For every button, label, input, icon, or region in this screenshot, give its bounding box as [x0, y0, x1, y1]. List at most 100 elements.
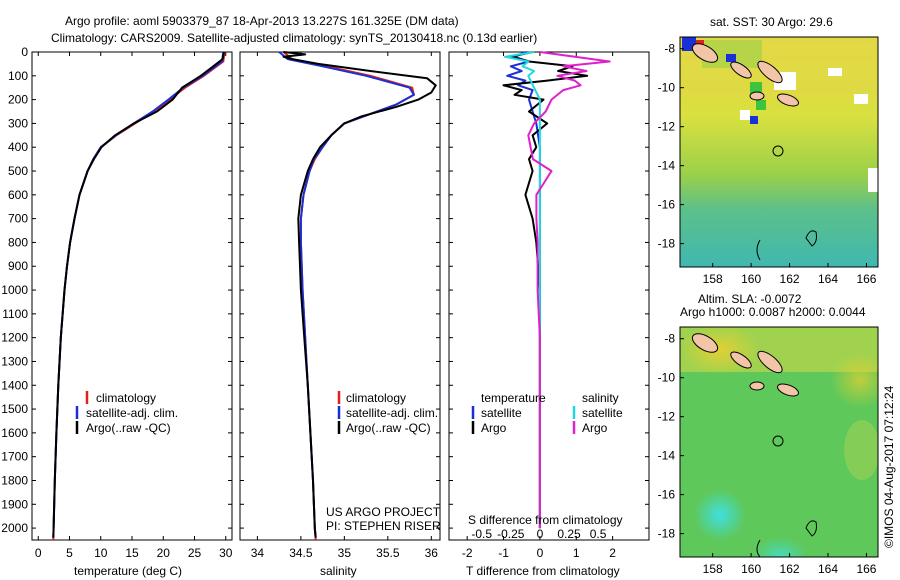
sla-map-title-line2: Argo h1000: 0.0087 h2000: 0.0044	[680, 305, 866, 319]
map-y-tick-label: -10	[658, 371, 676, 385]
depth-tick-label: 0	[21, 45, 28, 59]
temperature-legend: climatology satellite-adj. clim. Argo(..…	[75, 391, 178, 435]
depth-tick-label: 1600	[1, 426, 28, 440]
x-tick-label: -1	[498, 546, 509, 560]
x-tick-label: 5	[66, 546, 73, 560]
depth-tick-label: 1200	[1, 331, 28, 345]
legend-label-s-satellite: satellite	[582, 406, 623, 420]
x-tick-label: 30	[219, 546, 233, 560]
x-tick-label: 1	[573, 546, 580, 560]
map-y-tick-label: -18	[658, 237, 676, 251]
x-tick-label: 10	[94, 546, 108, 560]
legend-label-s-argo: Argo	[582, 421, 608, 435]
s-tick-label: -0.25	[497, 527, 525, 541]
s-tick-label: -0.5	[471, 527, 492, 541]
depth-tick-label: 300	[8, 116, 28, 130]
depth-tick-label: 200	[8, 93, 28, 107]
map-x-tick-label: 164	[818, 562, 838, 576]
map-y-tick-label: -10	[658, 81, 676, 95]
sla-map: Altim. SLA: -0.0072 Argo h1000: 0.0087 h…	[658, 292, 879, 576]
header-line1: Argo profile: aoml 5903379_87 18-Apr-201…	[65, 14, 459, 28]
depth-tick-label: 1900	[1, 497, 28, 511]
t-difference-axis-title: T difference from climatology	[466, 564, 620, 578]
difference-legend: temperature salinity satellite Argo sate…	[468, 391, 623, 527]
temperature-plot: 0 5 10 15 20 25 30	[35, 51, 233, 560]
legend-header-temperature: temperature	[481, 391, 546, 405]
x-tick-label: 36	[425, 546, 439, 560]
series-t-argo-line	[502, 51, 589, 529]
depth-tick-label: 1500	[1, 402, 28, 416]
map-y-tick-label: -16	[658, 488, 676, 502]
s-tick-label: 0.25	[557, 527, 581, 541]
legend-label-climatology: climatology	[96, 391, 156, 405]
map-x-tick-label: 160	[741, 562, 761, 576]
map-y-tick-label: -8	[664, 42, 675, 56]
imos-stamp: ©IMOS 04-Aug-2017 07:12:24	[882, 385, 896, 548]
difference-panel	[448, 51, 650, 541]
sst-map-title: sat. SST: 30 Argo: 29.6	[710, 15, 833, 29]
depth-tick-label: 100	[8, 69, 28, 83]
x-tick-label: 35	[338, 546, 352, 560]
legend-label-satellite: satellite-adj. clim.	[86, 406, 178, 420]
x-tick-label: 25	[188, 546, 202, 560]
s-tick-label: 0.5	[590, 527, 607, 541]
project-annotation-line1: US ARGO PROJECT	[326, 505, 441, 519]
depth-tick-label: 1700	[1, 450, 28, 464]
map-x-tick-label: 158	[703, 562, 723, 576]
depth-tick-label: 2000	[1, 521, 28, 535]
header-line2: Climatology: CARS2009. Satellite-adjuste…	[51, 31, 537, 45]
series-s-argo-line	[527, 51, 611, 529]
legend-label-argo: Argo(..raw -QC)	[346, 421, 431, 435]
x-tick-label: -2	[462, 546, 473, 560]
map-x-tick-label: 166	[856, 562, 876, 576]
sla-map-title-line1: Altim. SLA: -0.0072	[698, 292, 802, 306]
map-x-tick-label: 162	[780, 272, 800, 286]
series-satellite-line	[52, 51, 225, 538]
map-y-tick-label: -16	[658, 198, 676, 212]
salinity-axis-title: salinity	[320, 564, 357, 578]
s-tick-label: 0	[537, 527, 544, 541]
x-tick-label: 15	[125, 546, 139, 560]
x-tick-label: 20	[157, 546, 171, 560]
depth-tick-label: 1000	[1, 283, 28, 297]
depth-tick-label: 900	[8, 259, 28, 273]
legend-label-climatology: climatology	[346, 391, 406, 405]
s-difference-axis-title: S difference from climatology	[468, 513, 623, 527]
project-annotation-line2: PI: STEPHEN RISER	[326, 519, 441, 533]
legend-label-argo: Argo(..raw -QC)	[86, 421, 171, 435]
map-x-tick-label: 160	[741, 272, 761, 286]
depth-tick-label: 1300	[1, 354, 28, 368]
difference-plot: -2 -1 0 1 2 -0.5 -0.25 0 0.25 0.5	[462, 51, 616, 560]
x-tick-label: 34	[251, 546, 265, 560]
depth-tick-label: 500	[8, 164, 28, 178]
sst-argo-marker	[772, 145, 784, 157]
map-x-tick-label: 162	[780, 562, 800, 576]
legend-label-satellite: satellite-adj. clim.	[346, 406, 438, 420]
x-tick-label: 35.5	[376, 546, 400, 560]
x-tick-label: 34.5	[289, 546, 313, 560]
series-satellite-line	[278, 51, 415, 538]
depth-tick-label: 600	[8, 188, 28, 202]
x-tick-label: 2	[609, 546, 616, 560]
sla-argo-marker	[772, 435, 784, 447]
map-y-tick-label: -12	[658, 120, 676, 134]
series-argo-line	[52, 51, 225, 538]
map-y-tick-label: -14	[658, 449, 676, 463]
sst-map: sat. SST: 30 Argo: 29.6 158 16	[658, 15, 879, 286]
salinity-panel	[239, 51, 441, 541]
salinity-plot: 34 34.5 35 35.5 36	[251, 51, 439, 560]
x-tick-label: 0	[35, 546, 42, 560]
legend-label-t-satellite: satellite	[481, 406, 522, 420]
series-argo-line	[282, 51, 437, 538]
depth-tick-label: 400	[8, 140, 28, 154]
x-tick-label: 0	[537, 546, 544, 560]
map-y-tick-label: -8	[664, 332, 675, 346]
series-s-satellite-line	[504, 51, 541, 529]
legend-header-salinity: salinity	[582, 391, 619, 405]
depth-axis: 0 100 200 300 400 500 600 700 800 900 1000 1100 1200…	[1, 45, 649, 535]
salinity-legend: climatology satellite-adj. clim. Argo(..…	[326, 391, 441, 533]
map-x-tick-label: 166	[856, 272, 876, 286]
legend-label-t-argo: Argo	[481, 421, 507, 435]
temperature-axis-title: temperature (deg C)	[74, 564, 182, 578]
depth-tick-label: 700	[8, 212, 28, 226]
